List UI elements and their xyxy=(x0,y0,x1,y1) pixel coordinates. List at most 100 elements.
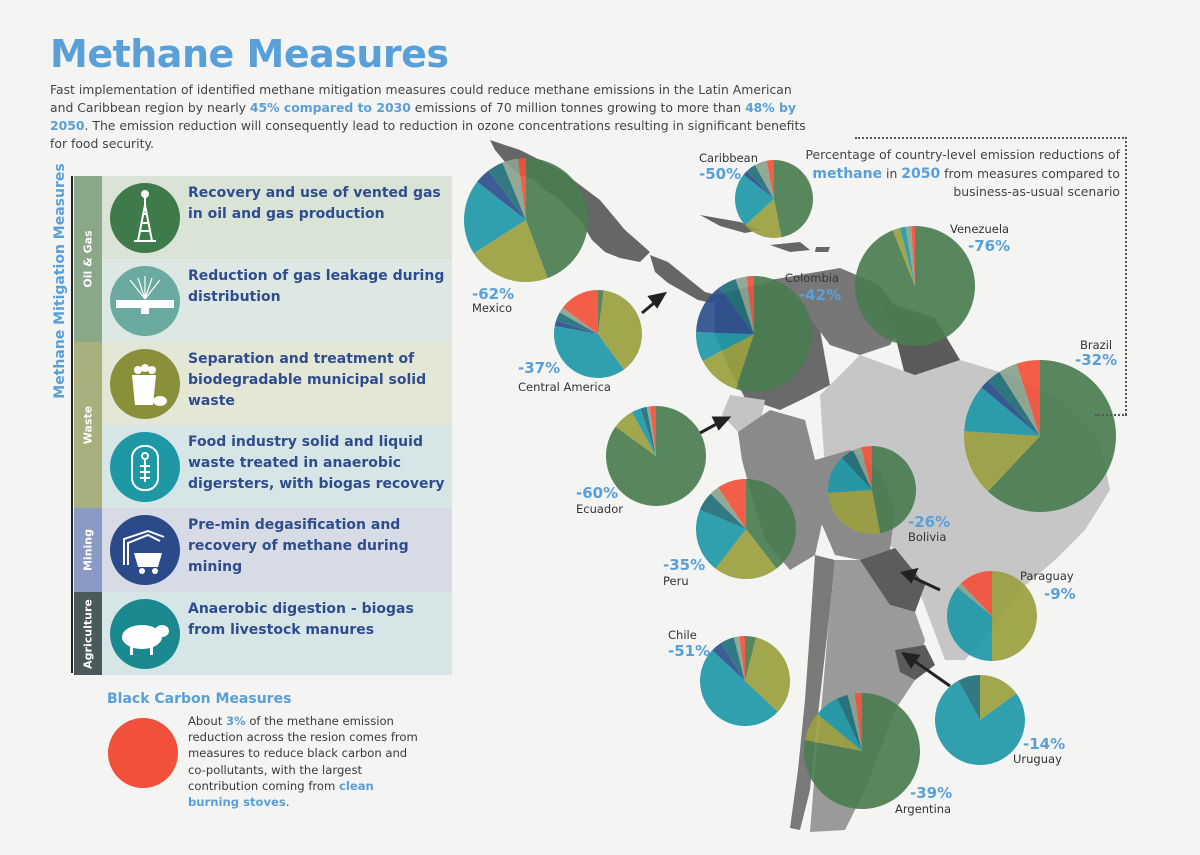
legend-dashed-line-top xyxy=(855,137,1127,139)
pct-uruguay: -14% xyxy=(1023,735,1066,753)
legend-dashed-line-right xyxy=(1125,137,1127,415)
pie-slice-black-carbon xyxy=(739,636,745,681)
pie-slice-food-industry xyxy=(631,408,656,456)
pie-slice-msw xyxy=(715,529,777,579)
label-uruguay: Uruguay xyxy=(1013,752,1062,766)
measure-msw: Separation and treatment of biodegradabl… xyxy=(102,342,452,425)
pie-slice-mining xyxy=(696,287,754,334)
pie-slice-msw xyxy=(828,490,881,534)
pct-paraguay: -9% xyxy=(1044,585,1076,603)
label-peru: Peru xyxy=(663,574,689,588)
black-carbon-dot xyxy=(108,718,178,788)
pie-slice-oil-gas-vented xyxy=(872,446,917,534)
pie-chile xyxy=(700,636,790,726)
pie-slice-agriculture xyxy=(699,493,746,529)
map-caribbean xyxy=(700,215,830,252)
sheep-icon xyxy=(110,598,180,669)
intro-paragraph: Fast implementation of identified methan… xyxy=(50,82,806,151)
label-venezuela: Venezuela xyxy=(950,222,1010,236)
pie-bolivia xyxy=(828,446,917,534)
pie-slice-agriculture xyxy=(556,312,598,334)
pie-slice-black-carbon xyxy=(649,406,656,456)
pie-paraguay xyxy=(946,571,1037,661)
black-carbon-title: Black Carbon Measures xyxy=(107,691,292,707)
pie-slice-agriculture xyxy=(488,162,526,220)
pie-slice-food-industry xyxy=(899,226,915,286)
pie-slice-gas-leakage xyxy=(853,447,872,490)
label-central-america: Central America xyxy=(518,380,611,394)
pie-slice-food-industry xyxy=(964,387,1040,436)
label-argentina: Argentina xyxy=(895,802,952,816)
category-mining: Mining xyxy=(74,508,102,592)
pie-slice-msw xyxy=(892,227,915,286)
label-brazil: Brazil xyxy=(1080,338,1113,352)
pie-slice-msw xyxy=(598,290,642,370)
pie-slice-oil-gas-vented xyxy=(598,290,604,334)
label-paraguay: Paraguay xyxy=(1020,569,1074,583)
pie-caribbean xyxy=(734,160,813,238)
category-agriculture: Agriculture xyxy=(74,592,102,675)
pct-brazil: -32% xyxy=(1075,351,1118,369)
pie-slice-msw xyxy=(473,220,548,282)
pie-slice-mining xyxy=(981,380,1040,436)
map-peru xyxy=(738,410,825,570)
pie-slice-food-industry xyxy=(935,680,1025,766)
pie-slice-food-industry xyxy=(817,698,862,751)
legend-dashed-line-bottom xyxy=(1095,414,1127,416)
pie-slice-msw xyxy=(964,431,1040,492)
pie-slice-msw xyxy=(615,412,656,456)
pie-slice-msw xyxy=(805,714,862,751)
pie-central-america xyxy=(553,290,642,379)
pie-slice-food-industry xyxy=(734,174,774,226)
pct-venezuela: -76% xyxy=(968,237,1011,255)
category-oil-gas: Oil & Gas xyxy=(74,176,102,342)
measure-livestock: Anaerobic digestion - biogas from livest… xyxy=(102,592,452,675)
pie-venezuela xyxy=(855,226,976,346)
digester-icon xyxy=(110,431,180,502)
page-title: Methane Measures xyxy=(50,32,449,76)
pie-colombia xyxy=(696,276,812,392)
pie-slice-msw xyxy=(702,334,754,390)
pie-slice-black-carbon xyxy=(746,276,754,334)
pie-slice-black-carbon xyxy=(861,446,872,490)
pie-slice-oil-gas-vented xyxy=(735,276,812,392)
label-chile: Chile xyxy=(668,628,697,642)
measure-vented-gas: Recovery and use of vented gas in oil an… xyxy=(102,176,452,259)
pie-slice-black-carbon xyxy=(1016,360,1040,436)
black-carbon-text: About 3% of the methane emission reducti… xyxy=(188,714,418,810)
pie-slice-mining xyxy=(477,170,526,220)
pie-brazil xyxy=(964,360,1116,512)
pie-slice-agriculture xyxy=(746,165,774,199)
pie-slice-oil-gas-vented xyxy=(745,636,757,681)
pie-slice-gas-leakage xyxy=(847,693,862,751)
pie-slice-oil-gas-vented xyxy=(987,360,1116,512)
pie-slice-black-carbon xyxy=(562,290,598,334)
category-waste: Waste xyxy=(74,342,102,508)
pie-argentina xyxy=(804,693,921,810)
pie-slice-food-industry xyxy=(696,509,746,569)
pie-slice-msw xyxy=(745,637,790,712)
pie-slice-gas-leakage xyxy=(754,160,774,199)
pie-slice-oil-gas-vented xyxy=(746,479,796,569)
label-bolivia: Bolivia xyxy=(908,530,947,544)
pct-argentina: -39% xyxy=(910,784,953,802)
label-mexico: Mexico xyxy=(472,301,513,315)
oil-rig-icon xyxy=(110,182,180,253)
pie-slice-agriculture xyxy=(837,694,862,751)
pct-central-america: -37% xyxy=(518,359,561,377)
pie-slice-food-industry xyxy=(696,332,754,361)
measure-gas-leakage: Reduction of gas leakage during distribu… xyxy=(102,259,452,342)
pie-ecuador xyxy=(606,406,706,506)
pie-slice-mining xyxy=(712,643,745,681)
pie-slice-oil-gas-vented xyxy=(855,226,976,346)
pie-slice-gas-leakage xyxy=(710,487,746,529)
pie-slice-agriculture xyxy=(841,450,872,490)
pie-slice-oil-gas-vented xyxy=(526,158,589,279)
pie-slice-gas-leakage xyxy=(559,307,598,334)
pie-slice-food-industry xyxy=(463,181,526,254)
pie-slice-black-carbon xyxy=(517,158,526,220)
map-chile xyxy=(790,555,835,830)
label-colombia: Colombia xyxy=(785,271,840,285)
pie-slice-black-carbon xyxy=(911,226,915,286)
pie-slice-agriculture xyxy=(719,278,754,334)
